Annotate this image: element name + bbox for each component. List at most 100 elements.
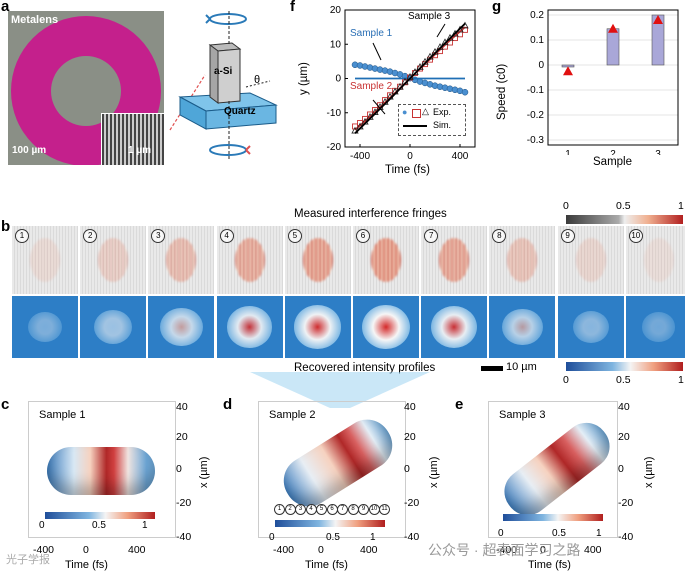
d-ytick: 40 <box>404 401 416 413</box>
f-sample2-label: Sample 2 <box>350 81 393 92</box>
fringe-tile-3: 3 <box>148 226 215 294</box>
intensity-tile-3 <box>148 296 215 358</box>
e-ytick: 20 <box>618 431 630 443</box>
e-ytick: -20 <box>618 497 634 509</box>
fringe-blob <box>166 238 197 282</box>
projection-cone <box>250 372 430 408</box>
f-point-circle <box>461 88 469 96</box>
c-ytick: -20 <box>176 497 192 509</box>
fringe-number-2: 2 <box>83 229 98 243</box>
e-xtick: 400 <box>584 544 602 556</box>
fringe-blob <box>234 238 265 282</box>
d-cb-tick: 1 <box>370 532 376 543</box>
fringe-number-5: 5 <box>287 229 302 243</box>
f-xtick-label: 400 <box>452 151 469 162</box>
g-ytick-label: -0.3 <box>527 135 545 146</box>
f-line-5 <box>354 23 466 134</box>
d-slice-5: 5 <box>316 504 327 515</box>
d-xtick: -400 <box>273 544 295 556</box>
surface-plot-sample2: Sample 2 1 2 3 4 5 6 7 8 9 10 11 <box>258 401 406 538</box>
intensity-blob <box>362 305 410 349</box>
fringe-tile-6: 6 <box>353 226 419 294</box>
b-cb-top-0: 0 <box>563 200 569 212</box>
theta-label: θ <box>254 74 261 86</box>
e-xtick: -400 <box>496 544 518 556</box>
asi-label: a-Si <box>214 66 233 77</box>
g-marker-2 <box>608 23 618 33</box>
surface-plot-sample1: Sample 1 <box>28 401 176 538</box>
g-xlabel: Sample <box>593 156 632 168</box>
g-ylabel: Speed (c0) <box>496 63 508 120</box>
d-slice-10: 10 <box>368 504 380 515</box>
e-cb-tick: 0 <box>498 528 504 539</box>
fringe-blob <box>439 238 470 282</box>
fringe-blob <box>575 238 606 282</box>
c-cb-tick: 1 <box>142 520 148 531</box>
intensity-tile-10 <box>625 296 685 358</box>
intensity-tile-1 <box>12 296 78 358</box>
panel-d-label: d <box>223 396 233 413</box>
fringe-tile-8: 8 <box>489 226 556 294</box>
d-slice-8: 8 <box>347 504 359 515</box>
b-colorbar-bottom <box>566 362 683 371</box>
b-cb-bot-05: 0.5 <box>616 374 631 386</box>
d-ytick: -20 <box>404 497 420 509</box>
intensity-tile-9 <box>557 296 624 358</box>
d-slice-9: 9 <box>358 504 369 515</box>
metalens-image: Metalens 100 µm 1 µm <box>8 11 164 165</box>
intensity-tile-6 <box>353 296 419 358</box>
e-cb-tick: 0.5 <box>552 528 566 539</box>
fringe-blob <box>371 238 401 282</box>
b-scale-label: 10 µm <box>506 361 537 373</box>
intensity-tile-4 <box>216 296 283 358</box>
f-xtick-label: 0 <box>407 151 413 162</box>
c-colorbar <box>45 512 155 519</box>
e-ylabel: x (µm) <box>643 456 655 488</box>
panel-b-label: b <box>1 218 11 235</box>
c-xtick: 400 <box>128 544 146 556</box>
fringe-tile-7: 7 <box>421 226 488 294</box>
c-ytick: 40 <box>176 401 188 413</box>
g-marker-3 <box>653 15 663 24</box>
f-point-square <box>407 74 413 81</box>
c-xtick: -400 <box>33 544 55 556</box>
chart-f: -400 0 400 20 10 0 -10 -20 <box>327 5 476 162</box>
scale-bar-100um: 100 µm <box>12 145 47 156</box>
c-ytick: 20 <box>176 431 188 443</box>
d-slice-markers: 1 2 3 4 5 6 7 8 9 10 11 <box>274 504 394 518</box>
d-slice-2: 2 <box>284 504 296 515</box>
c-xtick: 0 <box>83 544 89 556</box>
metalens-title: Metalens <box>11 14 59 26</box>
fringe-number-9: 9 <box>560 229 575 243</box>
intensity-blob <box>93 309 133 345</box>
b-cb-bot-0: 0 <box>563 374 569 386</box>
f-arrow-s1 <box>372 42 382 61</box>
f-sample1-label: Sample 1 <box>350 28 393 39</box>
intensity-tile-5 <box>284 296 351 358</box>
c-cb-tick: 0 <box>39 520 45 531</box>
meta-atom-diagram <box>169 11 278 160</box>
d-slice-11: 11 <box>379 504 390 515</box>
f-ytick-label: -20 <box>327 142 342 153</box>
d-xtick: 400 <box>360 544 378 556</box>
scale-bar-1um: 1 µm <box>128 145 151 156</box>
f-legend-exp: Exp. <box>433 107 452 117</box>
fringe-tile-10: 10 <box>625 226 685 294</box>
fringe-blob <box>98 238 129 282</box>
e-colorbar <box>503 514 603 521</box>
c-xlabel: Time (fs) <box>65 559 108 571</box>
g-marker-1 <box>563 66 573 76</box>
g-axes-frame <box>547 9 679 146</box>
fringe-blob <box>302 238 333 282</box>
panel-e-label: e <box>455 396 464 413</box>
fringe-number-1: 1 <box>15 229 29 243</box>
panel-g-label: g <box>492 0 502 15</box>
c-ytick: 0 <box>176 463 182 475</box>
g-xtick-label: 1 <box>565 149 571 155</box>
c-ylabel: x (µm) <box>198 456 210 488</box>
quartz-label: Quartz <box>224 106 256 117</box>
e-ytick: 0 <box>618 463 624 475</box>
g-ytick-label: -0.1 <box>527 85 545 96</box>
d-slice-7: 7 <box>337 504 348 515</box>
intensity-blob <box>226 306 273 348</box>
